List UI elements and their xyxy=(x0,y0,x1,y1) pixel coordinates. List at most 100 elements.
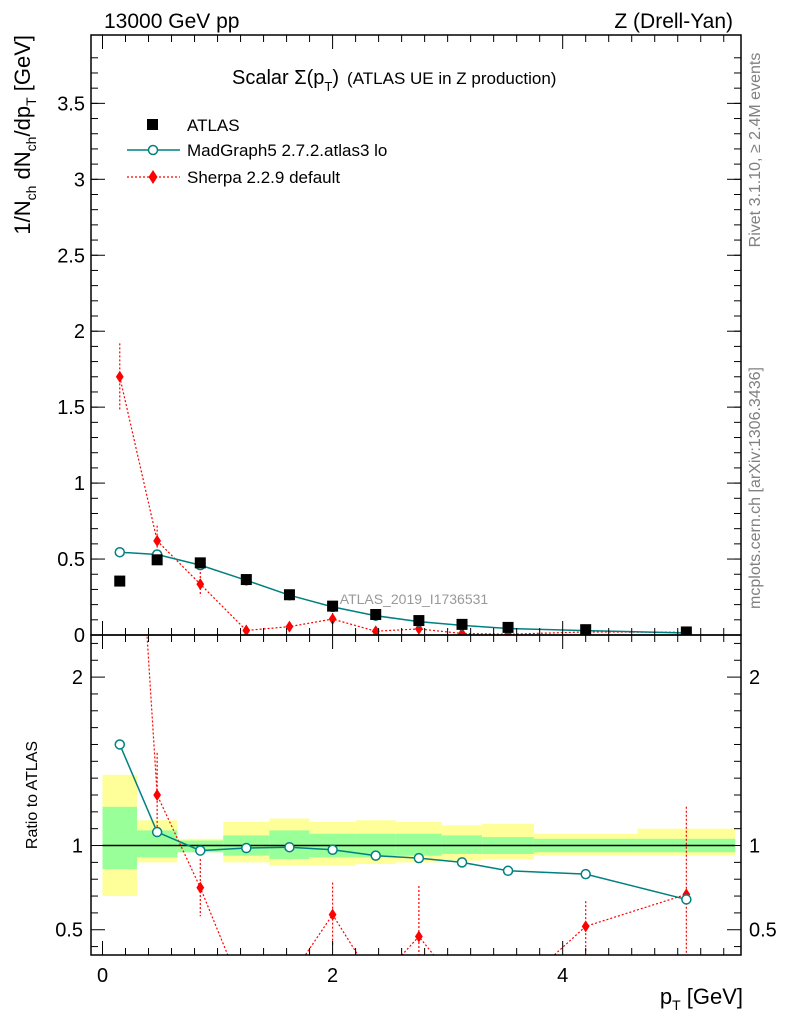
sherpa-point xyxy=(458,627,466,635)
sherpa-ratio-point xyxy=(153,789,162,801)
legend-madgraph-label: MadGraph5 2.7.2.atlas3 lo xyxy=(187,141,387,160)
atlas-point xyxy=(151,554,163,566)
legend-sherpa-marker xyxy=(148,170,158,184)
sherpa-ratio-line xyxy=(146,635,687,955)
watermark: ATLAS_2019_I1736531 xyxy=(340,591,489,607)
madgraph-ratio-point xyxy=(284,841,295,853)
title-main: Scalar Σ(p xyxy=(232,67,324,89)
x-tick-label: 0 xyxy=(97,965,108,987)
main-y-tick-label: 2.5 xyxy=(57,245,85,267)
atlas-point xyxy=(327,600,339,612)
sherpa-point xyxy=(285,620,294,633)
sherpa-ratio-point xyxy=(328,908,337,921)
atlas-point xyxy=(456,618,468,630)
header-process: Z (Drell-Yan) xyxy=(614,10,733,33)
legend-sherpa-label: Sherpa 2.2.9 default xyxy=(187,168,340,187)
ylabel-b: ch xyxy=(23,186,39,201)
sherpa-ratio-point xyxy=(286,973,294,985)
ratio-y-tick-label-right: 0.5 xyxy=(749,920,777,942)
sherpa-ratio-point xyxy=(504,991,512,1003)
main-y-tick-label: 3.5 xyxy=(57,93,85,115)
ylabel-g: [GeV] xyxy=(10,35,35,97)
sherpa-ratio-point xyxy=(242,994,250,1006)
madgraph-ratio-point xyxy=(327,844,338,855)
chart-title: Scalar Σ(pT) (ATLAS UE in Z production) xyxy=(232,67,556,94)
atlas-point xyxy=(114,575,126,587)
ylabel-a: 1/N xyxy=(10,200,35,234)
ratio-panel: 0.5 0.5 1 1 2 2 Ratio to ATLAS xyxy=(24,200,777,1006)
legend-atlas-label: ATLAS xyxy=(187,116,240,135)
ratio-y-tick-label-right: 1 xyxy=(749,836,760,858)
main-y-tick-label: 1.5 xyxy=(57,397,85,419)
madgraph-ratio-point xyxy=(502,865,514,877)
ratio-frame xyxy=(90,634,742,956)
title-sub: T xyxy=(324,79,332,94)
title-note: (ATLAS UE in Z production) xyxy=(347,69,556,88)
sherpa-ratio-point xyxy=(458,984,466,996)
band-inner xyxy=(395,833,442,856)
rivet-label: Rivet 3.1.10, ≥ 2.4M events xyxy=(747,53,764,248)
main-ticks: 0 0.5 1 1.5 2 2.5 3 3.5 xyxy=(57,35,741,647)
madgraph-ratio-point xyxy=(151,826,163,838)
sherpa-point xyxy=(196,578,205,591)
madgraph-ratio-point xyxy=(580,868,591,880)
band-inner xyxy=(102,806,138,870)
madgraph-ratio-point xyxy=(195,845,206,856)
main-y-tick-label: 2 xyxy=(74,321,85,343)
madgraph-ratio-point xyxy=(241,842,252,854)
madgraph-ratio-line xyxy=(119,744,687,901)
x-tick-label: 2 xyxy=(327,965,338,987)
ratio-y-tick-label-right: 2 xyxy=(749,667,760,689)
ylabel-e: /dp xyxy=(10,106,35,137)
ratio-y-tick-label: 0.5 xyxy=(55,920,83,942)
main-y-tick-label: 0 xyxy=(74,625,85,647)
ratio-y-axis-label: Ratio to ATLAS xyxy=(24,741,41,849)
madgraph-ratio-point xyxy=(370,850,381,861)
legend: ATLAS MadGraph5 2.7.2.atlas3 lo Sherpa 2… xyxy=(127,116,387,187)
y-axis-label: 1/Nch dNch/dpT [GeV] xyxy=(10,35,39,235)
ylabel-c: dN xyxy=(10,151,35,185)
ratio-ticks: 0.5 0.5 1 1 2 2 xyxy=(55,635,777,955)
sherpa-ratio-point xyxy=(372,978,380,990)
title-close: ) xyxy=(332,67,339,89)
atlas-point xyxy=(283,589,295,601)
xlabel-sub: T xyxy=(672,997,681,1013)
legend-atlas-marker xyxy=(147,119,158,130)
sherpa-ratio-point xyxy=(116,200,124,212)
main-panel: 0 0.5 1 1.5 2 2.5 3 3.5 ATLAS_2019_I1736531 Sca… xyxy=(10,34,742,647)
atlas-point xyxy=(240,574,252,586)
ratio-data-layer xyxy=(102,200,736,1006)
xlabel-main: p xyxy=(660,984,672,1009)
sherpa-point xyxy=(414,622,423,635)
madgraph-ratio-point xyxy=(114,739,126,750)
madgraph-line xyxy=(119,551,687,634)
legend-madgraph-marker xyxy=(147,144,159,156)
sherpa-point xyxy=(115,370,124,383)
mcplots-label: mcplots.cern.ch [arXiv:1306.3436] xyxy=(747,367,764,609)
atlas-point xyxy=(370,608,382,620)
main-y-tick-label: 3 xyxy=(74,169,85,191)
madgraph-ratio-point xyxy=(413,852,425,864)
ratio-y-tick-label: 2 xyxy=(72,667,83,689)
main-y-tick-label: 1 xyxy=(74,473,85,495)
sherpa-ratio-point xyxy=(581,920,590,933)
madgraph-ratio-point xyxy=(681,894,692,905)
x-tick-labels: 0 2 4 xyxy=(97,965,568,987)
sherpa-point xyxy=(328,613,337,626)
sherpa-ratio-point xyxy=(414,930,423,943)
xlabel-rest: [GeV] xyxy=(681,984,743,1009)
main-data-layer xyxy=(114,343,692,635)
header-energy: 13000 GeV pp xyxy=(104,10,239,33)
x-axis-label: pT [GeV] xyxy=(660,984,743,1013)
ylabel-d: ch xyxy=(23,137,39,152)
madgraph-ratio-point xyxy=(456,857,468,868)
sherpa-line xyxy=(119,376,687,635)
band-inner xyxy=(441,835,483,854)
atlas-point xyxy=(680,626,692,635)
ratio-y-tick-label: 1 xyxy=(72,836,83,858)
x-tick-label: 4 xyxy=(557,965,568,987)
atlas-point xyxy=(502,621,514,633)
madgraph-point xyxy=(114,546,126,558)
sherpa-point xyxy=(371,625,380,635)
